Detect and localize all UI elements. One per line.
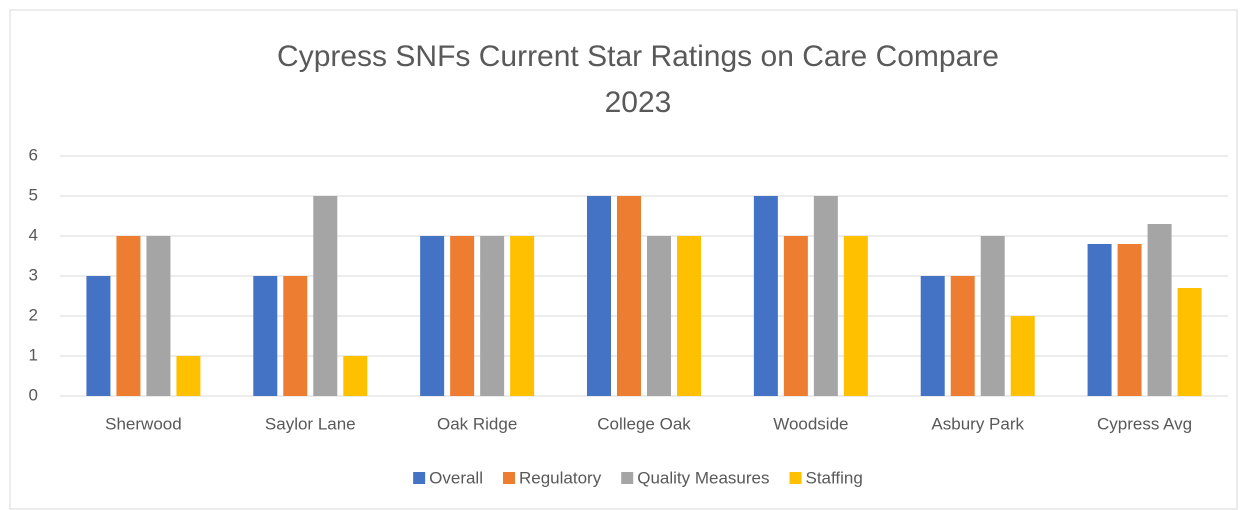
bar [677, 236, 701, 396]
legend-swatch [621, 472, 634, 484]
chart-subtitle: 2023 [605, 86, 672, 119]
x-tick-label: College Oak [597, 414, 691, 433]
x-tick-label: Saylor Lane [265, 414, 356, 433]
legend-label: Quality Measures [637, 468, 769, 487]
bar [617, 196, 641, 396]
bar [1147, 224, 1172, 396]
x-tick-label: Cypress Avg [1097, 414, 1192, 433]
x-tick-label: Oak Ridge [437, 414, 517, 433]
y-tick-label: 1 [29, 345, 38, 364]
legend-label: Staffing [806, 468, 863, 487]
bar [1177, 288, 1202, 396]
legend-swatch [789, 472, 802, 484]
y-tick-label: 4 [29, 225, 38, 244]
bar [783, 236, 808, 396]
y-tick-label: 0 [29, 385, 38, 404]
bar [420, 236, 445, 396]
bar [813, 196, 838, 396]
bar [843, 236, 868, 396]
bar [176, 356, 201, 396]
bar [510, 236, 535, 396]
bar [647, 236, 671, 396]
bar [753, 196, 778, 396]
bar [313, 196, 338, 396]
y-tick-label: 6 [29, 145, 38, 164]
bar [587, 196, 611, 396]
bar [343, 356, 368, 396]
legend-label: Regulatory [519, 468, 602, 487]
legend-swatch [413, 472, 426, 484]
bar [1087, 244, 1112, 396]
chart-title: Cypress SNFs Current Star Ratings on Car… [277, 40, 999, 73]
x-tick-label: Asbury Park [931, 414, 1024, 433]
y-tick-label: 3 [29, 265, 38, 284]
bar [920, 276, 945, 396]
y-tick-label: 5 [29, 185, 38, 204]
bar [450, 236, 475, 396]
bar [86, 276, 111, 396]
bar [1117, 244, 1142, 396]
bar [480, 236, 505, 396]
bar [283, 276, 308, 396]
bar [253, 276, 278, 396]
bar [980, 236, 1005, 396]
bar [950, 276, 975, 396]
bar [1010, 316, 1035, 396]
y-tick-label: 2 [29, 305, 38, 324]
legend-label: Overall [429, 468, 483, 487]
x-tick-label: Woodside [773, 414, 848, 433]
legend-swatch [503, 472, 516, 484]
bar [116, 236, 141, 396]
bar [146, 236, 171, 396]
x-tick-label: Sherwood [105, 414, 182, 433]
